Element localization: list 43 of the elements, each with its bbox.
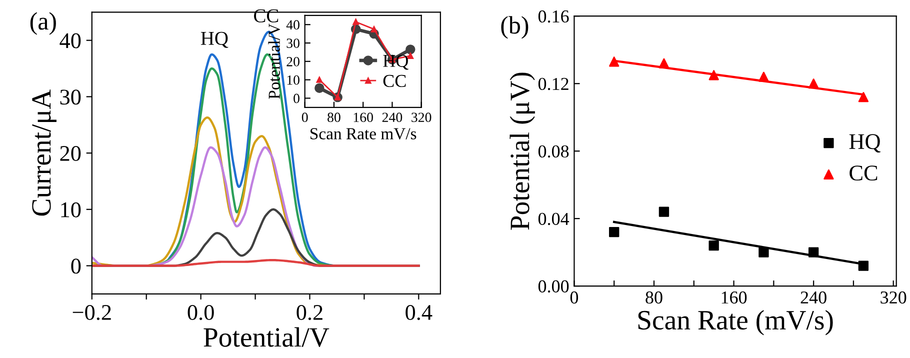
y-tick-label: 0.04 bbox=[538, 212, 570, 226]
x-tick-label: −0.2 bbox=[72, 304, 111, 320]
text: (b) bbox=[501, 16, 528, 39]
y-tick-label: 20 bbox=[286, 56, 300, 66]
y-tick-label: 20 bbox=[60, 146, 81, 161]
annotation: HQ bbox=[200, 32, 228, 48]
x-axis-title: Potential/V bbox=[204, 327, 330, 347]
x-tick-label: 160 bbox=[722, 291, 747, 304]
y-tick-label: 0.00 bbox=[538, 280, 569, 293]
y-tick-label: 40 bbox=[60, 33, 81, 48]
x-tick-label: 0 bbox=[302, 112, 308, 122]
y-axis-title: Potential/V bbox=[268, 24, 280, 99]
x-tick-label: 240 bbox=[800, 291, 826, 304]
y-tick-label: 10 bbox=[287, 75, 300, 85]
annotation: CC bbox=[254, 9, 278, 22]
x-tick-label: 320 bbox=[412, 112, 432, 122]
legend-label: CC bbox=[850, 166, 878, 181]
y-tick-label: 0 bbox=[71, 258, 81, 274]
x-tick-label: 80 bbox=[646, 291, 662, 304]
legend-label: HQ bbox=[849, 134, 880, 152]
x-tick-label: 80 bbox=[328, 112, 340, 122]
x-tick-label: 0.2 bbox=[296, 304, 322, 320]
y-tick-label: 30 bbox=[286, 38, 300, 48]
x-tick-label: 320 bbox=[880, 291, 906, 304]
y-tick-label: 0.08 bbox=[538, 145, 569, 158]
x-tick-label: 0.4 bbox=[406, 304, 432, 320]
x-tick-label: 160 bbox=[354, 112, 373, 122]
legend-label: HQ bbox=[383, 54, 408, 70]
x-axis-title: Scan Rate mV/s bbox=[310, 128, 416, 140]
legend-label: CC bbox=[383, 74, 406, 88]
y-tick-label: 0.12 bbox=[538, 78, 568, 90]
x-tick-label: 240 bbox=[382, 112, 402, 122]
y-tick-label: 10 bbox=[61, 202, 81, 218]
text: (a) bbox=[30, 12, 56, 35]
y-tick-label: 0 bbox=[294, 94, 300, 104]
y-axis-title: Current/μA bbox=[32, 89, 56, 216]
y-tick-label: 30 bbox=[60, 90, 81, 105]
y-axis-title: Potential (μV) bbox=[510, 72, 535, 230]
y-tick-label: 40 bbox=[286, 20, 300, 30]
x-tick-label: 0 bbox=[570, 291, 578, 304]
x-tick-label: 0.0 bbox=[188, 304, 214, 320]
x-axis-title: Scan Rate (mV/s) bbox=[638, 310, 833, 336]
y-tick-label: 0.16 bbox=[538, 10, 569, 23]
